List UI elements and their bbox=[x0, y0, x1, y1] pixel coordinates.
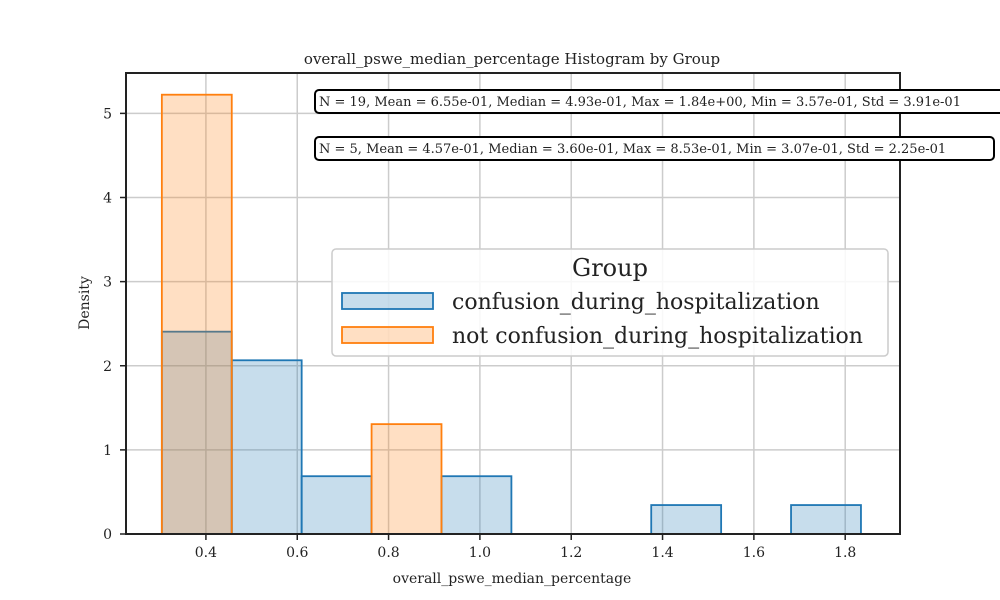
bar-series1-bin3 bbox=[370, 423, 443, 535]
bar-series0-bin4 bbox=[440, 475, 513, 535]
x-tick-label-3: 1.0 bbox=[469, 545, 491, 561]
chart-title: overall_pswe_median_percentage Histogram… bbox=[304, 50, 720, 68]
y-axis-label: Density bbox=[77, 276, 93, 330]
bar-series0-bin9 bbox=[790, 504, 862, 535]
axis-ticks: 0.4 0.6 0.8 1.0 1.2 1.4 1.6 1.8 0 1 2 3 4 5 bbox=[103, 106, 856, 561]
stats-annotation-2-box bbox=[314, 136, 995, 161]
legend: Group confusion_during_hospitalization n… bbox=[331, 248, 889, 357]
stats-annotation-1-text: N = 19, Mean = 6.55e-01, Median = 4.93e-… bbox=[319, 95, 961, 110]
legend-box bbox=[331, 248, 889, 357]
legend-swatch-not-confusion bbox=[341, 326, 434, 344]
legend-swatch-confusion bbox=[341, 292, 434, 310]
x-tick-label-6: 1.6 bbox=[743, 545, 765, 561]
y-tick-label-4: 4 bbox=[103, 191, 112, 207]
legend-label-not-confusion: not confusion_during_hospitalization bbox=[452, 324, 863, 349]
bar-series1-bin0 bbox=[160, 93, 233, 535]
y-tick-label-3: 3 bbox=[103, 275, 112, 291]
bar-series0-bin7 bbox=[650, 504, 723, 535]
legend-label-confusion: confusion_during_hospitalization bbox=[452, 290, 820, 315]
legend-title: Group bbox=[572, 254, 648, 282]
x-tick-label-0: 0.4 bbox=[195, 545, 217, 561]
x-axis-label: overall_pswe_median_percentage bbox=[393, 571, 632, 587]
y-tick-label-5: 5 bbox=[103, 106, 112, 122]
plot-frame bbox=[125, 72, 901, 535]
x-tick-label-7: 1.8 bbox=[834, 545, 856, 561]
x-tick-label-1: 0.6 bbox=[286, 545, 308, 561]
stats-annotation-2: N = 5, Mean = 4.57e-01, Median = 3.60e-0… bbox=[314, 136, 995, 161]
stats-annotation-2-text: N = 5, Mean = 4.57e-01, Median = 3.60e-0… bbox=[319, 142, 946, 157]
x-tick-label-2: 0.8 bbox=[377, 545, 399, 561]
histogram-bars bbox=[160, 93, 862, 535]
bar-series0-bin1 bbox=[230, 359, 303, 535]
x-tick-label-4: 1.2 bbox=[560, 545, 582, 561]
y-tick-label-0: 0 bbox=[103, 527, 112, 543]
y-tick-label-2: 2 bbox=[103, 359, 112, 375]
y-tick-label-1: 1 bbox=[103, 443, 112, 459]
stats-annotation-1: N = 19, Mean = 6.55e-01, Median = 4.93e-… bbox=[314, 89, 1000, 114]
bar-series0-bin2 bbox=[300, 475, 373, 535]
stats-annotation-1-box bbox=[314, 89, 1000, 114]
x-tick-label-5: 1.4 bbox=[651, 545, 673, 561]
